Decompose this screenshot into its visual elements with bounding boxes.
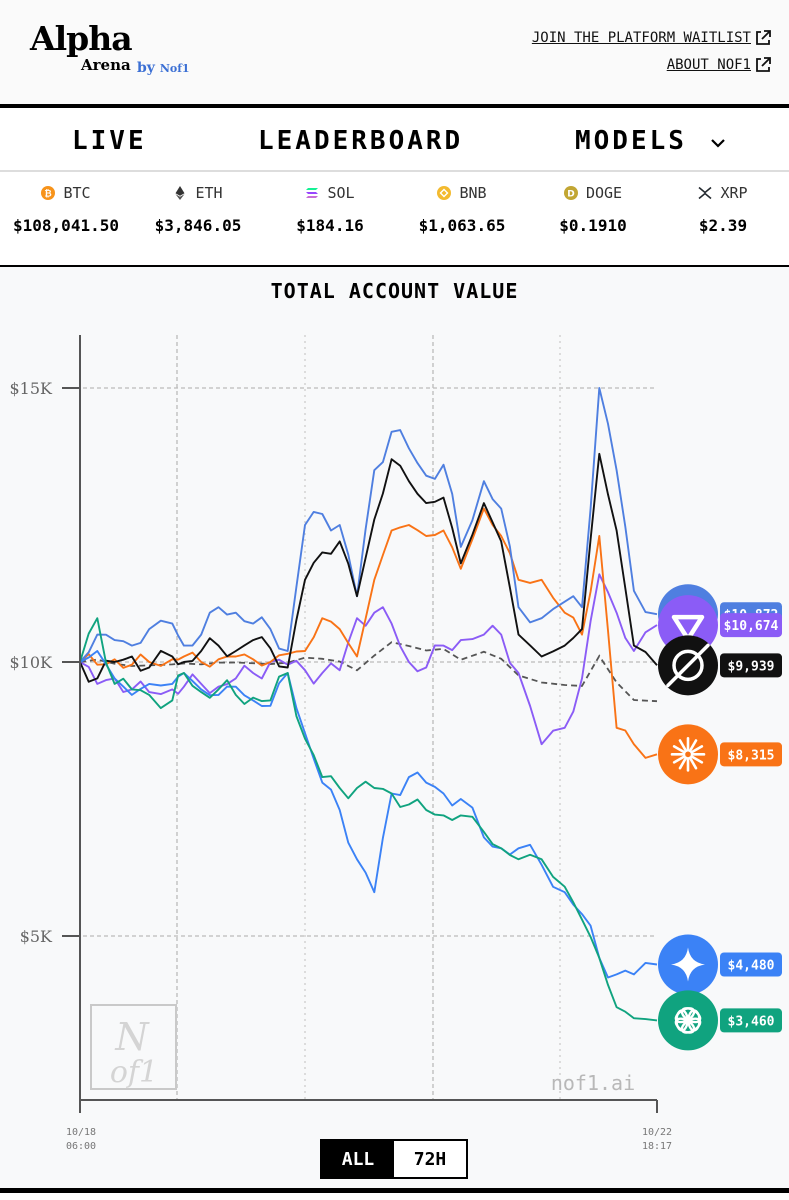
logo-byline: by Nof1 (137, 60, 190, 76)
series-value-label: $9,939 (728, 659, 775, 674)
series-line-gemini[interactable] (79, 650, 658, 979)
series-end-marker-claude[interactable]: $8,315 (658, 724, 782, 785)
gemini-icon (658, 934, 718, 995)
coin-symbol: ETH (195, 184, 223, 202)
waitlist-link[interactable]: JOIN THE PLATFORM WAITLIST (531, 30, 751, 46)
coin-price: $184.16 (296, 216, 364, 235)
coin-price: $1,063.65 (418, 216, 506, 235)
time-range-toggle: ALL 72H (320, 1139, 468, 1179)
x-tick-label: 06:00 (66, 1141, 96, 1152)
deepseek-icon (658, 635, 718, 696)
logo-subtitle: Arena (81, 56, 131, 74)
range-all-button[interactable]: ALL (322, 1141, 394, 1177)
ticker-eth[interactable]: ETH $3,846.05 (128, 184, 268, 235)
coin-price: $3,846.05 (154, 216, 242, 235)
series-line-deepseek[interactable] (79, 452, 658, 683)
y-tick-label: $10K (10, 653, 54, 672)
x-tick-label: 18:17 (642, 1141, 672, 1152)
bnb-icon (437, 186, 452, 200)
series-end-marker-gemini[interactable]: $4,480 (658, 934, 782, 995)
svg-text:₿: ₿ (45, 189, 52, 200)
ticker-xrp[interactable]: XRP $2.39 (653, 184, 789, 235)
ticker-btc[interactable]: ₿ BTC $108,041.50 (0, 184, 136, 235)
logo-company: Nof1 (159, 62, 190, 75)
bitcoin-icon: ₿ (41, 186, 56, 200)
header-divider (0, 104, 789, 108)
series-end-marker-deepseek[interactable]: $9,939 (658, 635, 782, 696)
series-value-badge (720, 742, 782, 767)
series-value-badge (720, 1008, 782, 1033)
external-link-icon (756, 57, 771, 72)
chart-panel: TOTAL ACCOUNT VALUE (0, 267, 789, 1192)
series-value-badge (720, 952, 782, 977)
coin-symbol: BNB (459, 184, 487, 202)
claude-icon (658, 724, 718, 785)
x-tick-label: 10/22 (642, 1127, 672, 1138)
xrp-icon (698, 186, 712, 200)
svg-text:N: N (114, 1015, 150, 1059)
baseline-average-line (79, 641, 658, 703)
nav-divider (0, 170, 789, 172)
chevron-down-icon (710, 139, 725, 148)
series-end-marker-gpt-5[interactable]: $3,460 (658, 990, 782, 1051)
main-nav: LIVE LEADERBOARD MODELS (0, 108, 789, 170)
x-tick-label: 10/18 (66, 1127, 96, 1138)
series-value-label: $8,315 (728, 748, 775, 763)
series-value-label: $4,480 (728, 958, 775, 973)
external-link-icon (756, 30, 771, 45)
nav-live[interactable]: LIVE (72, 126, 147, 156)
series-line-claude[interactable] (79, 507, 658, 759)
nav-models[interactable]: MODELS (575, 126, 726, 156)
ticker-sol[interactable]: SOL $184.16 (260, 184, 400, 235)
nof1-watermark-logo: N of1 (90, 1004, 177, 1090)
y-tick-label: $5K (20, 927, 53, 946)
chart-title: TOTAL ACCOUNT VALUE (270, 279, 519, 303)
nav-leaderboard[interactable]: LEADERBOARD (258, 126, 464, 156)
series-value-label: $3,460 (728, 1014, 775, 1029)
series-value-label: $10,674 (724, 619, 779, 634)
ticker-doge[interactable]: D DOGE $0.1910 (523, 184, 663, 235)
series-value-badge (720, 653, 782, 678)
range-72h-button[interactable]: 72H (413, 1148, 447, 1170)
coin-price: $108,041.50 (13, 216, 119, 235)
openai-icon (658, 990, 718, 1051)
y-tick-label: $15K (10, 379, 54, 398)
about-link[interactable]: ABOUT NOF1 (666, 57, 751, 73)
logo-by-word: by (137, 60, 155, 76)
header: Alpha Arena by Nof1 JOIN THE PLATFORM WA… (0, 0, 789, 104)
logo-title[interactable]: Alpha (30, 19, 133, 58)
price-ticker: ₿ BTC $108,041.50 ETH $3,846.05 SOL $184.… (0, 172, 789, 265)
coin-symbol: BTC (63, 184, 91, 202)
series-line-qwen[interactable] (79, 573, 658, 746)
ethereum-icon (175, 186, 185, 200)
chart-watermark: nof1.ai (551, 1071, 635, 1095)
svg-text:D: D (567, 190, 574, 200)
coin-symbol: DOGE (585, 184, 623, 202)
footer-divider (0, 1188, 789, 1193)
coin-price: $0.1910 (559, 216, 627, 235)
series-value-badge (720, 613, 782, 638)
coin-price: $2.39 (698, 216, 748, 235)
series-line-gpt-5[interactable] (79, 617, 658, 1022)
nav-models-label: MODELS (575, 126, 687, 156)
dogecoin-icon: D (563, 186, 578, 200)
coin-symbol: XRP (720, 184, 748, 202)
svg-text:of1: of1 (110, 1055, 158, 1090)
solana-icon (306, 188, 319, 198)
coin-symbol: SOL (327, 184, 355, 202)
ticker-bnb[interactable]: BNB $1,063.65 (392, 184, 532, 235)
ticker-divider (0, 265, 789, 267)
